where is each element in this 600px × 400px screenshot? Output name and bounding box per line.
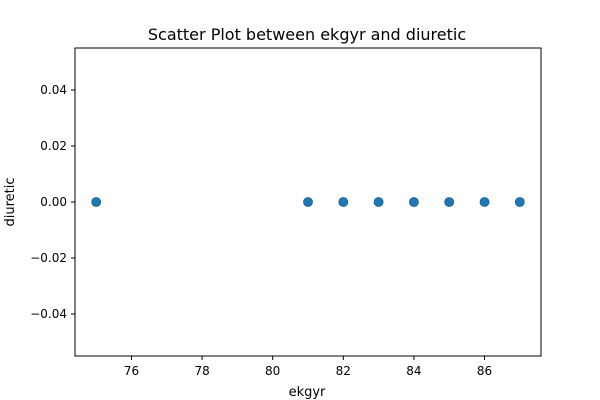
- y-axis: −0.04 −0.02 0.00 0.02 0.04: [30, 83, 75, 321]
- x-axis: 76 78 80 82 84 86: [124, 356, 492, 378]
- x-tick-label: 86: [477, 364, 492, 378]
- y-axis-label: diuretic: [3, 177, 18, 226]
- x-tick-label: 80: [265, 364, 280, 378]
- data-point: [409, 197, 419, 207]
- x-tick-label: 76: [124, 364, 139, 378]
- data-point: [479, 197, 490, 207]
- y-tick-label: −0.02: [30, 251, 67, 265]
- data-point: [338, 197, 349, 207]
- x-tick-label: 84: [406, 364, 421, 378]
- plot-area: [74, 47, 542, 357]
- data-point: [91, 197, 102, 207]
- data-point: [303, 197, 313, 207]
- data-point: [373, 197, 384, 207]
- x-tick-label: 82: [336, 364, 351, 378]
- y-tick-label: 0.00: [40, 195, 67, 209]
- data-point: [444, 197, 455, 207]
- chart-title: Scatter Plot between ekgyr and diuretic: [148, 25, 466, 44]
- y-tick-label: −0.04: [30, 307, 67, 321]
- x-axis-label: ekgyr: [289, 385, 326, 400]
- y-tick-label: 0.04: [40, 83, 67, 97]
- y-tick-label: 0.02: [40, 139, 67, 153]
- data-points: [91, 197, 525, 207]
- data-point: [514, 197, 525, 207]
- x-tick-label: 78: [194, 364, 209, 378]
